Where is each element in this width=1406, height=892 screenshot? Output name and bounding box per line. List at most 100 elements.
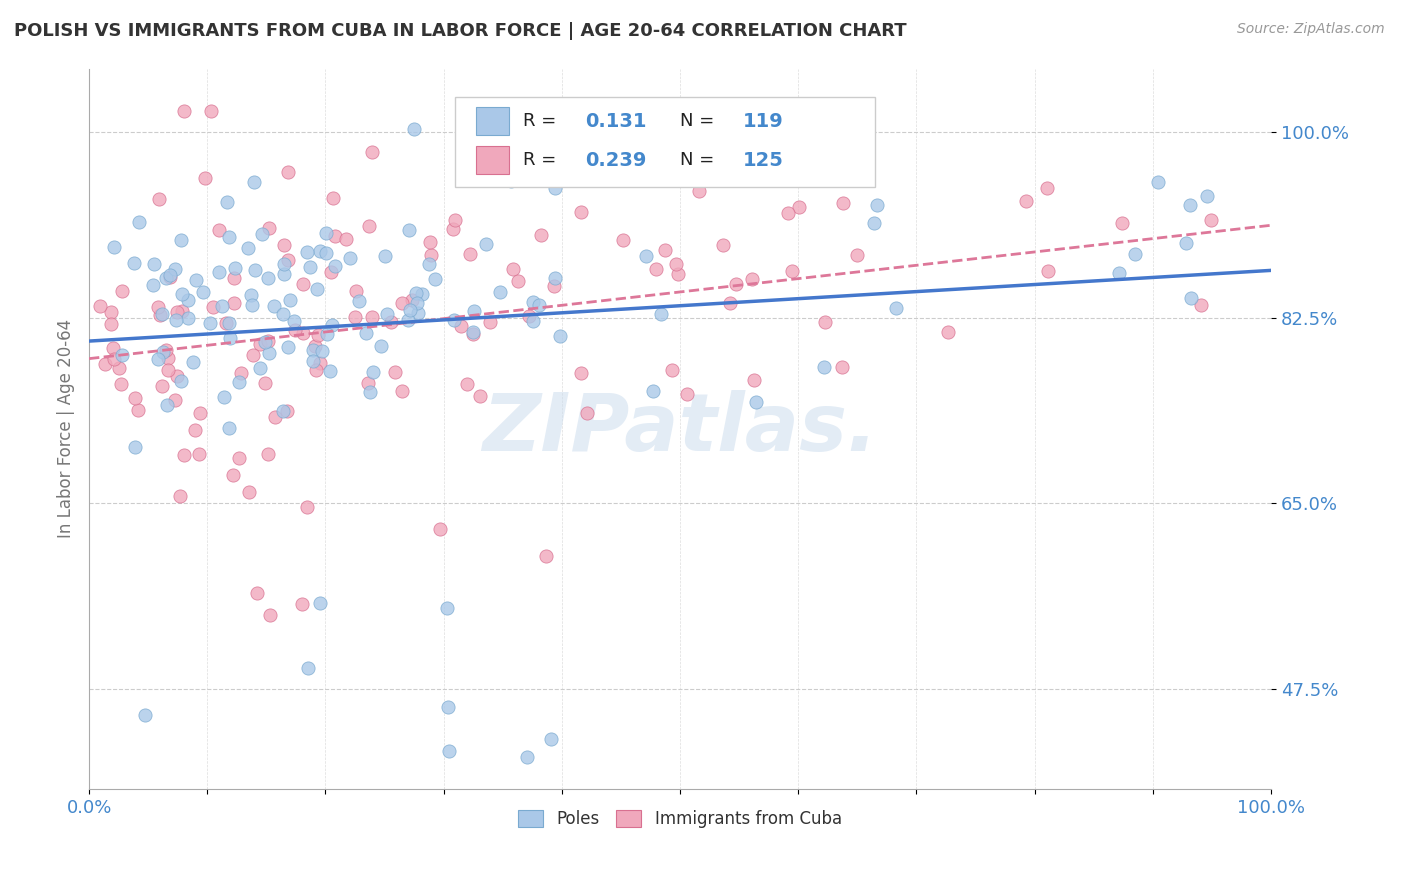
Text: 0.131: 0.131 [585, 112, 647, 130]
Point [411, 287, 433, 301]
Point [321, 318, 343, 333]
Point [124, 391, 146, 405]
Point [359, 385, 381, 400]
Point [155, 271, 177, 285]
Point [221, 467, 243, 482]
Point [254, 334, 277, 349]
Point [1180, 291, 1202, 305]
Point [308, 356, 330, 370]
Point [461, 325, 484, 339]
Point [419, 248, 441, 262]
Point [645, 262, 668, 277]
Point [208, 265, 231, 279]
Point [148, 351, 170, 366]
Point [89, 299, 111, 313]
Point [308, 244, 330, 258]
Point [522, 314, 544, 328]
Point [307, 328, 329, 343]
Point [375, 307, 398, 321]
Point [156, 398, 179, 412]
Point [277, 252, 299, 267]
Point [425, 271, 447, 285]
Point [676, 387, 699, 401]
Point [437, 744, 460, 758]
Text: N =: N = [681, 112, 720, 130]
Point [166, 368, 188, 383]
Point [742, 373, 765, 387]
Point [650, 307, 672, 321]
Point [215, 316, 238, 330]
Point [325, 229, 347, 244]
Point [603, 120, 626, 134]
Point [862, 216, 884, 230]
Point [238, 484, 260, 499]
Point [194, 171, 217, 186]
Point [218, 331, 240, 345]
Point [866, 198, 889, 212]
Point [142, 277, 165, 292]
Point [405, 285, 427, 300]
Point [94, 357, 117, 371]
Point [271, 307, 294, 321]
Point [470, 166, 492, 180]
Point [357, 219, 380, 233]
Point [243, 175, 266, 189]
Point [316, 326, 339, 341]
Point [391, 296, 413, 310]
Point [344, 310, 367, 324]
Point [436, 699, 458, 714]
Point [419, 235, 441, 250]
Point [242, 348, 264, 362]
Point [1174, 235, 1197, 250]
Point [134, 707, 156, 722]
Legend: Poles, Immigrants from Cuba: Poles, Immigrants from Cuba [512, 804, 849, 835]
Point [103, 352, 125, 367]
Point [148, 192, 170, 206]
Point [276, 404, 298, 418]
Point [259, 221, 281, 235]
Point [200, 316, 222, 330]
Point [357, 376, 380, 390]
Point [259, 346, 281, 360]
Point [396, 312, 419, 326]
Point [250, 227, 273, 242]
Point [534, 549, 557, 563]
Point [475, 236, 498, 251]
Point [101, 341, 124, 355]
Point [444, 213, 467, 227]
Point [776, 206, 799, 220]
Point [264, 410, 287, 425]
Point [254, 376, 277, 391]
Point [1195, 189, 1218, 203]
Point [370, 339, 392, 353]
Point [297, 661, 319, 675]
Point [218, 421, 240, 435]
Point [169, 490, 191, 504]
Point [391, 384, 413, 398]
Point [228, 450, 250, 465]
Point [240, 298, 263, 312]
Point [460, 246, 482, 260]
Point [299, 260, 322, 274]
Point [155, 343, 177, 358]
Point [201, 301, 224, 315]
Point [292, 277, 315, 291]
Point [124, 440, 146, 454]
Point [184, 424, 207, 438]
Point [304, 339, 326, 353]
Point [184, 273, 207, 287]
Point [361, 145, 384, 160]
Point [384, 365, 406, 379]
Point [516, 750, 538, 764]
Point [311, 343, 333, 358]
Point [398, 303, 420, 318]
Point [380, 315, 402, 329]
Point [263, 299, 285, 313]
Point [177, 293, 200, 307]
Point [711, 238, 734, 252]
Point [322, 191, 344, 205]
Point [612, 233, 634, 247]
Point [450, 319, 472, 334]
Point [190, 406, 212, 420]
Point [845, 248, 868, 262]
